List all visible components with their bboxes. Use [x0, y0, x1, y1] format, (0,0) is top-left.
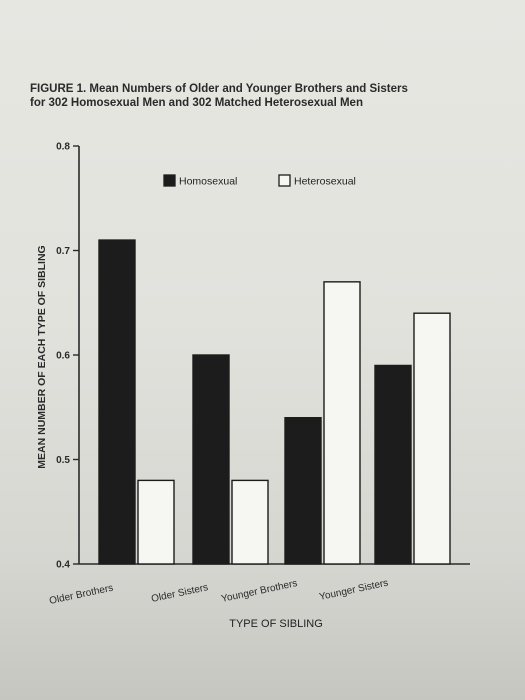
y-tick-label-4: 0.8 — [56, 142, 70, 153]
x-tick-label-2: Younger Brothers — [220, 578, 298, 605]
bar-heterosexual-older-sisters — [231, 479, 269, 565]
legend-label-homosexual: Homosexual — [179, 176, 237, 188]
x-tick-label-1: Older Sisters — [150, 582, 209, 605]
chart-legend: Homosexual Heterosexual — [163, 174, 356, 188]
bar-heterosexual-younger-sisters — [413, 312, 451, 565]
y-tick-label-2: 0.6 — [56, 351, 70, 362]
x-axis-title: TYPE OF SIBLING — [229, 618, 323, 630]
legend-label-heterosexual: Heterosexual — [294, 176, 356, 188]
bar-homosexual-older-sisters — [192, 354, 230, 565]
y-tick-label-3: 0.7 — [56, 246, 70, 257]
bar-heterosexual-younger-brothers — [323, 281, 361, 565]
figure-caption: FIGURE 1. Mean Numbers of Older and Youn… — [30, 82, 500, 110]
bar-homosexual-older-brothers — [98, 239, 136, 565]
x-tick-label-0: Older Brothers — [48, 583, 114, 607]
legend-swatch-homosexual — [163, 174, 176, 187]
chart-bars — [98, 239, 451, 565]
caption-line-1: FIGURE 1. Mean Numbers of Older and Youn… — [30, 83, 408, 95]
y-axis-title: MEAN NUMBER OF EACH TYPE OF SIBLING — [36, 245, 48, 468]
y-tick-label-0: 0.4 — [56, 560, 70, 571]
legend-swatch-heterosexual — [278, 174, 291, 187]
bar-homosexual-younger-brothers — [284, 417, 322, 565]
y-tick-label-1: 0.5 — [56, 455, 70, 466]
bar-heterosexual-older-brothers — [137, 479, 175, 565]
x-tick-label-3: Younger Sisters — [318, 578, 389, 603]
caption-line-2: for 302 Homosexual Men and 302 Matched H… — [30, 97, 363, 109]
bar-homosexual-younger-sisters — [374, 364, 412, 565]
